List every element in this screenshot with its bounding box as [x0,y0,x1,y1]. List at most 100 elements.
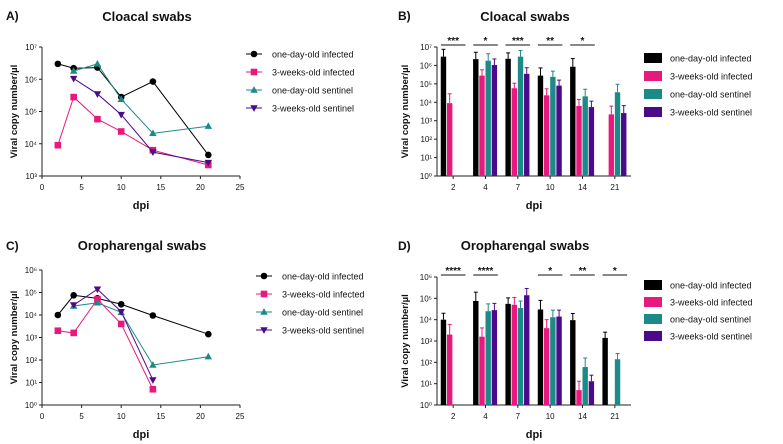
data-point [149,361,157,368]
y-tick-label: 10⁴ [25,140,38,149]
significance-label: * [613,266,617,277]
bar [440,56,447,176]
data-point [149,149,157,157]
legend-swatch [644,314,662,324]
bar [505,58,511,176]
bar [614,359,621,405]
legend-marker [260,272,268,280]
data-point [117,320,125,328]
y-tick-label: 10⁰ [420,172,432,181]
y-axis-label: Viral copy number/µl [9,65,20,158]
y-tick-label: 10⁵ [420,294,432,303]
bar [479,75,485,176]
chart-title: Oropharengal swabs [461,238,590,253]
y-tick-label: 10⁷ [25,43,37,52]
y-tick-label: 10¹ [420,380,432,389]
x-tick-label: 20 [196,412,205,421]
bar [576,390,582,405]
bar [550,76,556,176]
data-point [54,311,62,319]
data-point [149,312,157,319]
data-point [205,330,212,338]
significance-label: ** [579,266,587,277]
significance-label: *** [512,36,524,47]
data-point [149,377,157,384]
legend-label: 3-weeks-old sentinel [670,332,752,342]
y-axis-label: Viral copy number/µl [400,294,411,387]
y-tick-label: 10⁵ [25,289,37,298]
legend-label: 3-weeks-old infected [282,290,365,300]
data-point [204,352,213,360]
data-point [93,298,102,306]
x-tick-label: 0 [40,412,45,421]
y-tick-label: 10⁶ [420,61,432,70]
data-point [117,128,125,135]
y-tick-label: 10⁰ [420,401,432,410]
bar [556,85,562,176]
data-point [94,115,101,123]
legend-label: 3-weeks-old infected [670,72,753,82]
data-point [93,286,102,294]
panel-b: B) Cloacal swabs 10⁰ 10¹ 10² 10³ 10⁴ 10⁵ 10⁶ 10⁷ V… [398,9,753,212]
legend-marker [250,86,258,93]
data-point [70,93,77,101]
data-point [149,385,157,393]
significance-label: * [484,36,488,47]
data-point [70,329,77,337]
x-axis-label: dpi [526,200,543,212]
x-tick-label: 2 [451,183,456,192]
series-line [57,96,209,166]
bar [524,295,530,405]
y-tick-label: 10⁶ [25,75,37,84]
data-point [205,151,212,159]
y-tick-label: 10⁶ [420,273,432,282]
legend-swatch [644,89,662,99]
legend-label: 3-weeks-old sentinel [272,104,354,114]
x-tick-label: 25 [236,412,245,421]
legend-label: one-day-old sentinel [670,315,751,325]
panel-c: C) Oropharengal swabs 10⁰ 10¹ 10² 10³ 10⁴ 10⁵ 10… [6,238,365,441]
y-tick-label: 10³ [420,337,432,346]
data-point [117,300,125,308]
legend-label: 3-weeks-old sentinel [670,108,752,118]
x-tick-label: 21 [610,412,619,421]
data-point [54,327,62,335]
bar [511,88,518,176]
bar [556,316,562,405]
legend-label: one-day-old infected [282,272,364,282]
x-tick-label: 10 [117,412,126,421]
legend-label: one-day-old sentinel [272,86,353,96]
legend-label: 3-weeks-old sentinel [282,326,364,336]
panel-d: D) Oropharengal swabs 10⁰ 10¹ 10² 10³ 10⁴ 10⁵ 10… [398,238,753,441]
y-tick-label: 10¹ [420,154,432,163]
x-tick-label: 25 [236,183,245,192]
chart-title: Cloacal swabs [480,9,570,24]
y-tick-label: 10⁰ [25,401,37,410]
chart-title: Oropharengal swabs [78,238,207,253]
data-point [117,111,125,119]
bar [582,96,588,176]
legend-marker [250,105,258,112]
legend-swatch [644,280,662,290]
y-tick-label: 10¹ [25,379,37,388]
x-tick-label: 7 [516,183,521,192]
series-line [57,298,154,390]
y-tick-label: 10⁷ [420,43,432,52]
data-point [69,75,78,83]
y-axis-label: Viral copy number/µl [9,291,20,384]
x-axis-label: dpi [526,429,543,441]
bar [491,65,498,176]
bar [588,381,595,405]
y-tick-label: 10² [420,358,432,367]
x-tick-label: 7 [516,412,521,421]
y-tick-label: 10⁴ [25,311,38,320]
legend-label: 3-weeks-old infected [272,68,355,78]
significance-label: **** [445,266,461,277]
bar [621,113,627,176]
x-tick-label: 14 [578,412,587,421]
bar [588,107,595,176]
bar [614,92,621,176]
data-point [117,309,125,316]
bar [550,317,556,405]
